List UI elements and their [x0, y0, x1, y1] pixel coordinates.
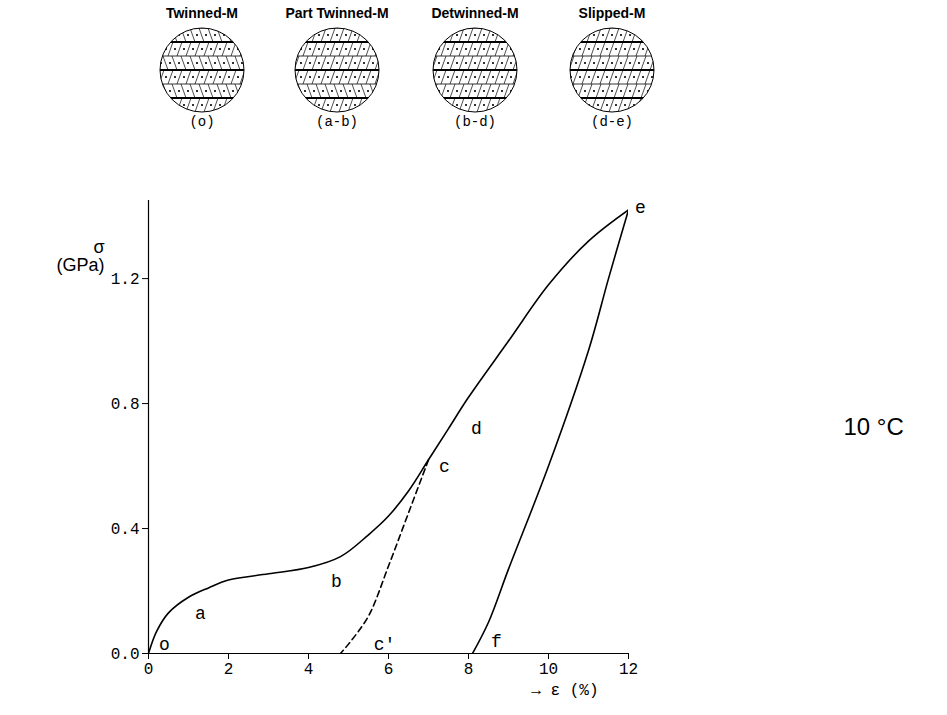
- svg-text:6: 6: [384, 661, 394, 679]
- svg-text:a: a: [195, 604, 206, 624]
- svg-text:σ(GPa): σ(GPa): [56, 237, 104, 275]
- svg-text:12: 12: [619, 661, 638, 679]
- svg-text:c: c: [439, 457, 450, 477]
- svg-text:(b-d): (b-d): [454, 114, 496, 130]
- svg-text:Slipped-M: Slipped-M: [579, 5, 646, 21]
- svg-text:(a-b): (a-b): [316, 114, 358, 130]
- svg-text:0.0: 0.0: [111, 646, 140, 664]
- svg-text:b: b: [331, 572, 342, 592]
- svg-text:f: f: [491, 632, 502, 652]
- svg-text:(o): (o): [189, 114, 214, 130]
- svg-text:2: 2: [224, 661, 234, 679]
- svg-text:e: e: [635, 198, 646, 218]
- svg-text:8: 8: [464, 661, 474, 679]
- svg-text:10 °C: 10 °C: [844, 413, 904, 440]
- svg-text:d: d: [471, 419, 482, 439]
- svg-text:0: 0: [144, 661, 154, 679]
- svg-text:→ ε (%): → ε (%): [531, 682, 598, 700]
- svg-text:10: 10: [539, 661, 558, 679]
- svg-text:(d-e): (d-e): [591, 114, 633, 130]
- svg-text:0.8: 0.8: [111, 396, 140, 414]
- svg-text:0.4: 0.4: [111, 521, 140, 539]
- svg-text:Detwinned-M: Detwinned-M: [431, 5, 518, 21]
- svg-text:Twinned-M: Twinned-M: [166, 5, 238, 21]
- svg-text:1.2: 1.2: [111, 271, 140, 289]
- svg-text:o: o: [159, 635, 170, 655]
- svg-text:Part Twinned-M: Part Twinned-M: [285, 5, 388, 21]
- svg-text:4: 4: [304, 661, 314, 679]
- svg-text:c': c': [374, 635, 396, 655]
